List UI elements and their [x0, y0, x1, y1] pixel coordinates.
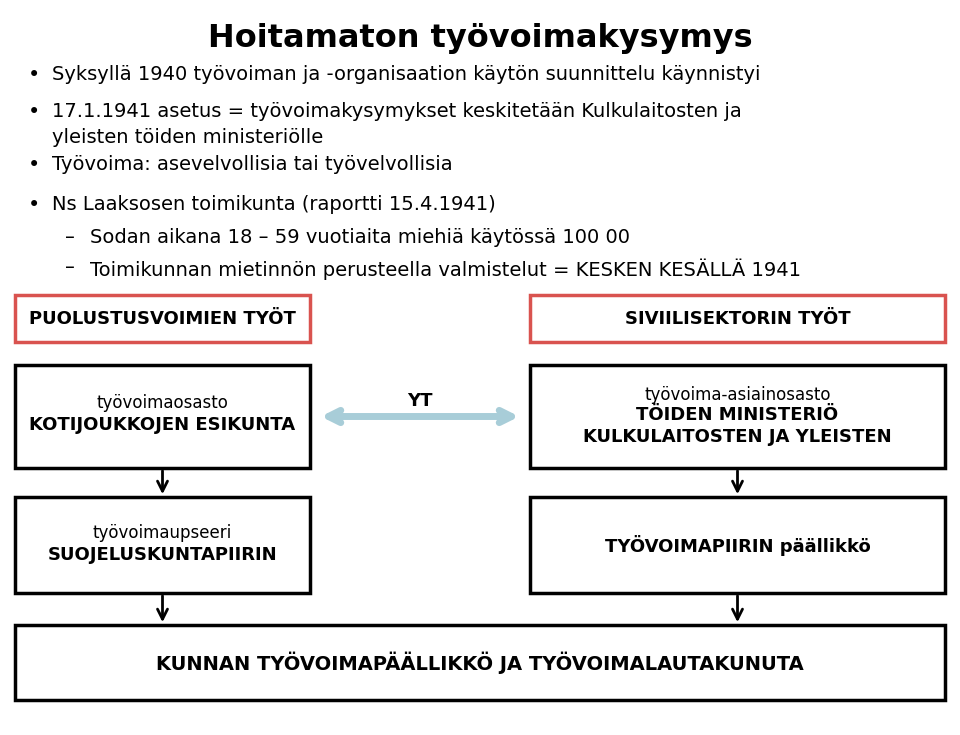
- Text: –: –: [65, 228, 75, 247]
- FancyBboxPatch shape: [15, 295, 310, 342]
- Text: SUOJELUSKUNTAPIIRIN: SUOJELUSKUNTAPIIRIN: [48, 546, 277, 564]
- Text: YT: YT: [407, 392, 433, 409]
- FancyBboxPatch shape: [15, 497, 310, 593]
- Text: •: •: [28, 102, 40, 122]
- Text: Ns Laaksosen toimikunta (raportti 15.4.1941): Ns Laaksosen toimikunta (raportti 15.4.1…: [52, 195, 495, 214]
- Text: •: •: [28, 195, 40, 215]
- Text: Sodan aikana 18 – 59 vuotiaita miehiä käytössä 100 00: Sodan aikana 18 – 59 vuotiaita miehiä kä…: [90, 228, 630, 247]
- Text: yleisten töiden ministeriölle: yleisten töiden ministeriölle: [52, 128, 324, 147]
- FancyBboxPatch shape: [530, 365, 945, 468]
- Text: SIVIILISEKTORIN TYÖT: SIVIILISEKTORIN TYÖT: [625, 309, 851, 328]
- Text: Syksyllä 1940 työvoiman ja -organisaation käytön suunnittelu käynnistyi: Syksyllä 1940 työvoiman ja -organisaatio…: [52, 65, 760, 84]
- Text: TYÖVOIMAPIIRIN päällikkö: TYÖVOIMAPIIRIN päällikkö: [605, 534, 871, 556]
- Text: työvoimaupseeri: työvoimaupseeri: [93, 524, 232, 542]
- FancyBboxPatch shape: [530, 497, 945, 593]
- Text: KULKULAITOSTEN JA YLEISTEN: KULKULAITOSTEN JA YLEISTEN: [583, 428, 892, 445]
- Text: KUNNAN TYÖVOIMAPÄÄLLIKKÖ JA TYÖVOIMALAUTAKUNUTA: KUNNAN TYÖVOIMAPÄÄLLIKKÖ JA TYÖVOIMALAUT…: [156, 651, 804, 674]
- FancyBboxPatch shape: [530, 295, 945, 342]
- Text: Toimikunnan mietinnön perusteella valmistelut = KESKEN KESÄLLÄ 1941: Toimikunnan mietinnön perusteella valmis…: [90, 258, 801, 279]
- Text: –: –: [65, 258, 75, 277]
- Text: •: •: [28, 65, 40, 85]
- Text: työvoimaosasto: työvoimaosasto: [97, 393, 228, 412]
- Text: Työvoima: asevelvollisia tai työvelvollisia: Työvoima: asevelvollisia tai työvelvolli…: [52, 155, 452, 174]
- Text: työvoima-asiainosasto: työvoima-asiainosasto: [644, 385, 830, 404]
- FancyBboxPatch shape: [15, 365, 310, 468]
- Text: KOTIJOUKKOJEN ESIKUNTA: KOTIJOUKKOJEN ESIKUNTA: [30, 415, 296, 434]
- FancyBboxPatch shape: [15, 625, 945, 700]
- Text: Hoitamaton työvoimakysymys: Hoitamaton työvoimakysymys: [207, 23, 753, 54]
- Text: 17.1.1941 asetus = työvoimakysymykset keskitetään Kulkulaitosten ja: 17.1.1941 asetus = työvoimakysymykset ke…: [52, 102, 742, 121]
- Text: PUOLUSTUSVOIMIEN TYÖT: PUOLUSTUSVOIMIEN TYÖT: [29, 309, 296, 328]
- Text: •: •: [28, 155, 40, 175]
- Text: TÖIDEN MINISTERIÖ: TÖIDEN MINISTERIÖ: [636, 406, 839, 423]
